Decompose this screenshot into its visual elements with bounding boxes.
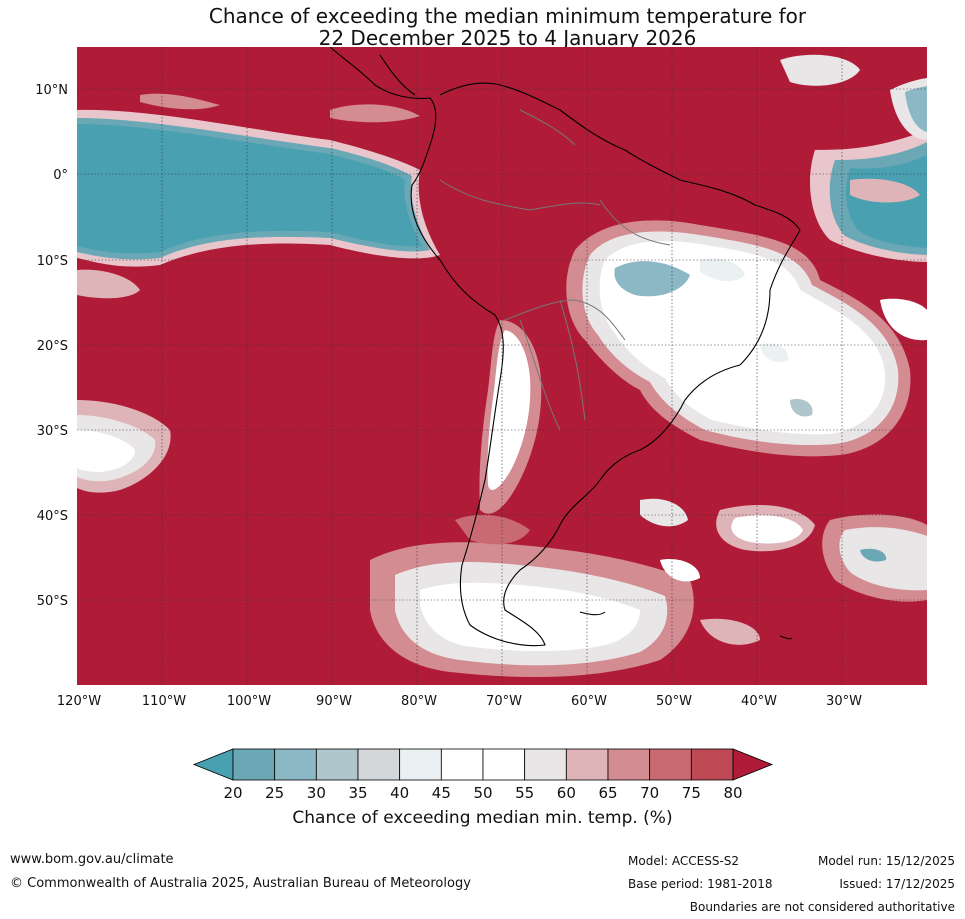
colorbar-segment [315, 748, 359, 781]
latitude-labels: 10°N 0° 10°S 20°S 30°S 40°S 50°S [35, 83, 68, 609]
colorbar-segment [399, 748, 442, 781]
website-link[interactable]: www.bom.gov.au/climate [10, 852, 174, 867]
chile-coast-neutral [479, 320, 542, 514]
gridlines [77, 47, 927, 685]
lon-label: 50°W [656, 694, 692, 709]
north-patches [770, 54, 927, 345]
coastlines [329, 47, 801, 647]
colorbar-tick-label: 20 [223, 784, 242, 802]
colorbar-tick-label: 70 [640, 784, 659, 802]
colorbar-tick-label: 45 [432, 784, 451, 802]
colorbar-tick-label: 50 [473, 784, 492, 802]
colorbar-tick-label: 35 [348, 784, 367, 802]
longitude-labels: 120°W 110°W 100°W 90°W 80°W 70°W 60°W 50… [57, 694, 862, 709]
lat-label: 50°S [37, 594, 68, 609]
colorbar-segment [690, 748, 734, 781]
lon-label: 70°W [486, 694, 522, 709]
issued-date: Issued: 17/12/2025 [839, 877, 955, 891]
south-atlantic-patches [640, 498, 927, 645]
colorbar-segment [440, 748, 484, 781]
lon-label: 80°W [401, 694, 437, 709]
colorbar-tick-label: 40 [390, 784, 409, 802]
colorbar-tick-label: 75 [682, 784, 701, 802]
lon-label: 60°W [571, 694, 607, 709]
colorbar-segment [565, 748, 609, 781]
lat-label: 40°S [37, 509, 68, 524]
colorbar-tick-label: 65 [598, 784, 617, 802]
lat-label: 10°S [37, 254, 68, 269]
country-borders [439, 109, 671, 431]
colorbar-segment [482, 748, 526, 781]
map-title-line2: 22 December 2025 to 4 January 2026 [318, 26, 697, 50]
southeast-pacific-patch [77, 269, 171, 493]
colorbar-title: Chance of exceeding median min. temp. (%… [292, 808, 673, 828]
lon-label: 110°W [142, 694, 186, 709]
patagonia-neutral-region [370, 514, 694, 677]
copyright-text: © Commonwealth of Australia 2025, Austra… [10, 876, 471, 891]
lat-label: 10°N [35, 83, 68, 98]
colorbar-tick-label: 25 [265, 784, 284, 802]
colorbar: 20 25 30 35 40 45 50 55 60 65 70 75 80 [192, 748, 774, 802]
pacific-cool-anomaly [77, 93, 440, 267]
colorbar-tick-label: 55 [515, 784, 534, 802]
lon-label: 100°W [227, 694, 271, 709]
lon-label: 120°W [57, 694, 101, 709]
colorbar-segment [274, 748, 317, 781]
colorbar-extend-high [732, 748, 774, 781]
model-name: Model: ACCESS-S2 [628, 854, 740, 868]
colorbar-tick-label: 30 [307, 784, 326, 802]
map-title-line1: Chance of exceeding the median minimum t… [208, 4, 807, 28]
lon-label: 90°W [316, 694, 352, 709]
base-period: Base period: 1981-2018 [628, 877, 773, 891]
colorbar-tick-label: 80 [723, 784, 742, 802]
lon-label: 40°W [741, 694, 777, 709]
colorbar-segment [607, 748, 651, 781]
colorbar-segment [232, 748, 276, 781]
colorbar-segment [357, 748, 401, 781]
model-run-date: Model run: 15/12/2025 [817, 854, 955, 868]
colorbar-segment [524, 748, 567, 781]
colorbar-extend-low [192, 748, 234, 781]
lat-label: 0° [53, 168, 68, 183]
boundaries-disclaimer: Boundaries are not considered authoritat… [689, 900, 955, 914]
brazil-neutral-region [566, 220, 911, 457]
lon-label: 30°W [826, 694, 862, 709]
colorbar-segment [649, 748, 692, 781]
lat-label: 20°S [37, 339, 68, 354]
colorbar-tick-label: 60 [557, 784, 576, 802]
lat-label: 30°S [37, 424, 68, 439]
